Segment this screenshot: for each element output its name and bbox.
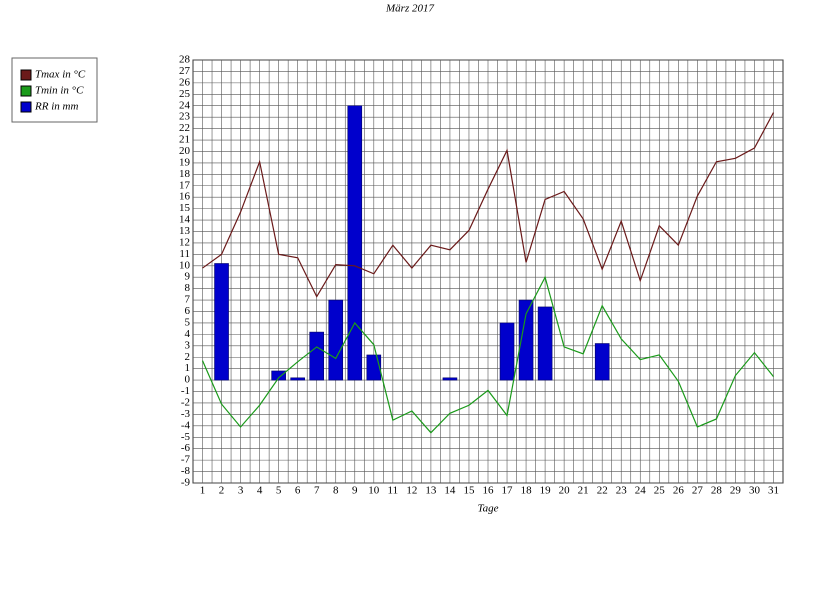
- y-tick-label: 6: [185, 305, 191, 317]
- y-tick-label: -9: [181, 477, 191, 489]
- y-tick-label: 22: [179, 122, 190, 134]
- y-tick-label: 28: [179, 54, 191, 66]
- y-tick-label: 25: [179, 88, 191, 100]
- y-tick-label: 23: [179, 111, 191, 123]
- y-tick-label: 3: [185, 339, 191, 351]
- y-tick-label: 16: [179, 191, 191, 203]
- bar: [214, 263, 229, 381]
- x-tick-label: 2: [219, 485, 225, 497]
- x-tick-label: 1: [200, 485, 206, 497]
- x-tick-label: 8: [333, 485, 339, 497]
- y-tick-label: -6: [181, 442, 191, 454]
- y-tick-label: 20: [179, 145, 191, 157]
- bar: [499, 322, 515, 381]
- x-tick-label: 7: [314, 485, 320, 497]
- x-tick-label: 12: [406, 485, 417, 497]
- x-tick-label: 29: [730, 485, 742, 497]
- x-tick-label: 26: [673, 485, 685, 497]
- y-tick-label: 15: [179, 202, 191, 214]
- x-tick-label: 23: [616, 485, 628, 497]
- y-tick-label: 1: [185, 362, 191, 374]
- x-tick-label: 22: [597, 485, 608, 497]
- bar: [309, 331, 325, 381]
- y-tick-label: 5: [185, 316, 191, 328]
- legend-label: RR in mm: [34, 101, 78, 113]
- chart-title: März 2017: [385, 3, 434, 15]
- y-tick-label: 26: [179, 76, 191, 88]
- y-tick-label: 4: [185, 328, 191, 340]
- line: [202, 112, 775, 298]
- x-axis-label: Tage: [478, 503, 499, 515]
- y-tick-label: 13: [179, 225, 191, 237]
- y-tick-label: 7: [185, 294, 191, 306]
- bar: [290, 377, 305, 381]
- y-tick-label: 8: [185, 282, 191, 294]
- x-tick-label: 16: [483, 485, 495, 497]
- bar: [518, 299, 534, 381]
- x-tick-label: 25: [654, 485, 666, 497]
- bar: [366, 354, 382, 381]
- x-tick-label: 17: [502, 485, 514, 497]
- y-tick-label: 19: [179, 156, 191, 168]
- x-tick-label: 13: [425, 485, 437, 497]
- y-tick-label: 0: [185, 374, 191, 386]
- x-tick-label: 18: [521, 485, 533, 497]
- x-tick-label: 5: [276, 485, 282, 497]
- x-tick-label: 15: [463, 485, 475, 497]
- y-tick-label: -3: [181, 408, 191, 420]
- x-tick-label: 6: [295, 485, 301, 497]
- y-tick-label: 24: [179, 99, 191, 111]
- y-tick-label: -7: [181, 454, 191, 466]
- y-tick-label: 18: [179, 168, 191, 180]
- x-tick-label: 30: [749, 485, 761, 497]
- x-tick-label: 20: [559, 485, 571, 497]
- x-tick-label: 28: [711, 485, 723, 497]
- y-tick-label: 10: [179, 259, 191, 271]
- legend-swatch: [20, 69, 32, 81]
- y-tick-label: 12: [179, 236, 190, 248]
- y-tick-label: -8: [181, 465, 191, 477]
- x-tick-label: 3: [238, 485, 244, 497]
- x-tick-label: 31: [768, 485, 779, 497]
- bar: [328, 299, 344, 381]
- y-tick-label: -2: [181, 397, 190, 409]
- y-tick-label: -5: [181, 431, 191, 443]
- x-tick-label: 9: [352, 485, 358, 497]
- y-tick-label: 21: [179, 134, 190, 146]
- x-tick-label: 4: [257, 485, 263, 497]
- y-tick-label: 27: [179, 65, 191, 77]
- y-tick-label: 2: [185, 351, 191, 363]
- x-tick-label: 11: [388, 485, 399, 497]
- bar: [271, 370, 286, 381]
- y-tick-label: -4: [181, 419, 191, 431]
- y-tick-label: 9: [185, 271, 191, 283]
- x-tick-label: 10: [368, 485, 380, 497]
- legend-label: Tmin in °C: [35, 85, 84, 97]
- bar: [442, 377, 458, 381]
- x-tick-label: 14: [444, 485, 456, 497]
- line: [201, 275, 774, 434]
- y-tick-label: -1: [181, 385, 190, 397]
- legend-label: Tmax in °C: [35, 69, 86, 81]
- y-tick-label: 17: [179, 179, 191, 191]
- x-tick-label: 19: [540, 485, 552, 497]
- legend-swatch: [20, 101, 32, 113]
- y-tick-label: 14: [179, 214, 191, 226]
- bar: [537, 306, 553, 381]
- x-tick-label: 21: [578, 485, 589, 497]
- x-tick-label: 27: [692, 485, 704, 497]
- bar: [347, 105, 363, 381]
- x-tick-label: 24: [635, 485, 647, 497]
- bar: [594, 343, 610, 381]
- legend-swatch: [20, 85, 32, 97]
- y-tick-label: 11: [179, 248, 190, 260]
